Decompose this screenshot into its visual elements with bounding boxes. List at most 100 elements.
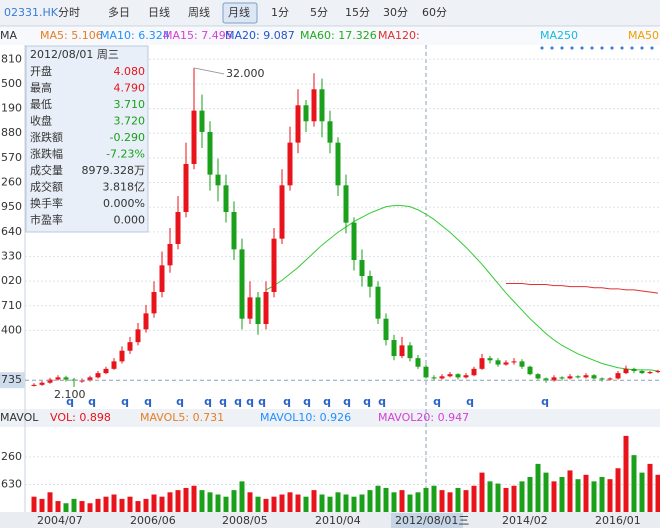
- candle-body: [87, 377, 93, 381]
- event-marker: q: [66, 395, 74, 408]
- candle-body: [111, 361, 117, 369]
- period-button[interactable]: 5分: [310, 6, 328, 19]
- event-marker: q: [343, 395, 351, 408]
- event-marker: q: [283, 395, 291, 408]
- candle-body: [63, 377, 69, 380]
- volume-bar: [167, 492, 173, 512]
- period-button[interactable]: 多日: [108, 5, 130, 19]
- volume-bar: [519, 481, 525, 512]
- x-tick-label: 2008/05: [222, 514, 268, 527]
- volume-bar: [303, 496, 309, 512]
- volume-bar: [191, 485, 197, 512]
- event-marker: q: [363, 395, 371, 408]
- event-marker: q: [88, 395, 96, 408]
- event-marker: q: [246, 395, 254, 408]
- volume-bar: [247, 492, 253, 512]
- ma250-diamonds: [540, 46, 654, 50]
- candle-body: [631, 368, 637, 371]
- volume-bar: [391, 492, 397, 512]
- volume-bar: [463, 490, 469, 512]
- x-tick-label: 2004/07: [37, 514, 83, 527]
- period-button[interactable]: 日线: [148, 5, 170, 19]
- volume-bar: [535, 463, 541, 512]
- y-tick-label: 28.190: [0, 102, 22, 115]
- volume-bar: [255, 496, 261, 512]
- info-value: 3.720: [114, 115, 146, 128]
- volume-legend: MAVOL5: 0.731: [140, 411, 224, 424]
- volume-bar: [639, 472, 645, 512]
- candle-body: [423, 366, 429, 378]
- volume-bar: [407, 494, 413, 512]
- volume-bar: [183, 487, 189, 512]
- volume-bar: [311, 490, 317, 512]
- volume-bar: [495, 483, 501, 512]
- period-selected-box: [222, 2, 258, 24]
- volume-bar: [47, 492, 53, 512]
- volume-bar: [415, 492, 421, 512]
- ma-legend-bg: [0, 27, 660, 45]
- volume-bar: [119, 498, 125, 512]
- candle-body: [231, 211, 237, 250]
- candle-body: [223, 185, 229, 212]
- period-button[interactable]: 60分: [422, 6, 447, 19]
- candle-body: [119, 350, 125, 362]
- last-price-box: [0, 372, 25, 389]
- period-button[interactable]: 分时: [58, 6, 80, 19]
- period-button[interactable]: 1分: [271, 6, 289, 19]
- info-value: 0.000%: [103, 197, 145, 210]
- candle-body: [399, 345, 405, 357]
- x-tick-label: 2016/01: [595, 514, 641, 527]
- volume-bar: [103, 496, 109, 512]
- symbol[interactable]: 02331.HK: [4, 6, 59, 19]
- period-button[interactable]: 周线: [188, 5, 210, 19]
- y-tick-label: 14.330: [0, 249, 22, 262]
- toolbar-bg: [0, 0, 660, 26]
- event-marker: q: [121, 395, 129, 408]
- candle-body: [343, 185, 349, 223]
- candle-body: [463, 375, 469, 378]
- volume-bar: [319, 494, 325, 512]
- volume-bar: [471, 485, 477, 512]
- volume-bar: [591, 481, 597, 512]
- volume-bar: [479, 472, 485, 512]
- period-button[interactable]: 30分: [383, 6, 408, 19]
- ma-legend: MA60: 17.326: [300, 29, 377, 42]
- volume-bar: [607, 479, 613, 512]
- volume-bar: [655, 474, 660, 512]
- diamond-markers: [540, 46, 654, 50]
- volume-bar: [231, 490, 237, 512]
- event-marker: q: [258, 395, 266, 408]
- y-tick-label: 23.570: [0, 151, 22, 164]
- event-marker: q: [219, 395, 227, 408]
- x-tick-label: 2014/02: [502, 514, 548, 527]
- candle-body: [511, 361, 517, 363]
- volume-legend: VOL: 0.898: [50, 411, 111, 424]
- candle-body: [55, 377, 61, 380]
- volume-bar: [135, 501, 141, 512]
- volume-bar: [271, 496, 277, 512]
- volume-bar: [31, 496, 37, 512]
- volume-bar: [95, 498, 101, 512]
- volume-bar: [559, 477, 565, 512]
- candle-body: [583, 375, 589, 378]
- event-marker: q: [466, 395, 474, 408]
- candle-body: [191, 110, 197, 164]
- candle-body: [247, 297, 253, 319]
- candle-body: [519, 361, 525, 367]
- candle-body: [495, 360, 501, 365]
- candle-body: [199, 110, 205, 132]
- candle-body: [623, 368, 629, 374]
- info-value: 8979.328万: [82, 164, 146, 177]
- period-button[interactable]: 月线: [228, 5, 250, 19]
- candle-body: [327, 121, 333, 143]
- candle-body: [647, 372, 653, 374]
- ma-legend: MA20: 9.087: [225, 29, 295, 42]
- ma-legend: MA10: 6.324: [100, 29, 170, 42]
- volume-bar: [383, 487, 389, 512]
- volume-bar: [63, 503, 69, 512]
- ma-legend: MA50: [628, 29, 659, 42]
- ma-legend: MA250: [540, 29, 578, 42]
- candle-body: [487, 358, 493, 361]
- period-button[interactable]: 15分: [345, 6, 370, 19]
